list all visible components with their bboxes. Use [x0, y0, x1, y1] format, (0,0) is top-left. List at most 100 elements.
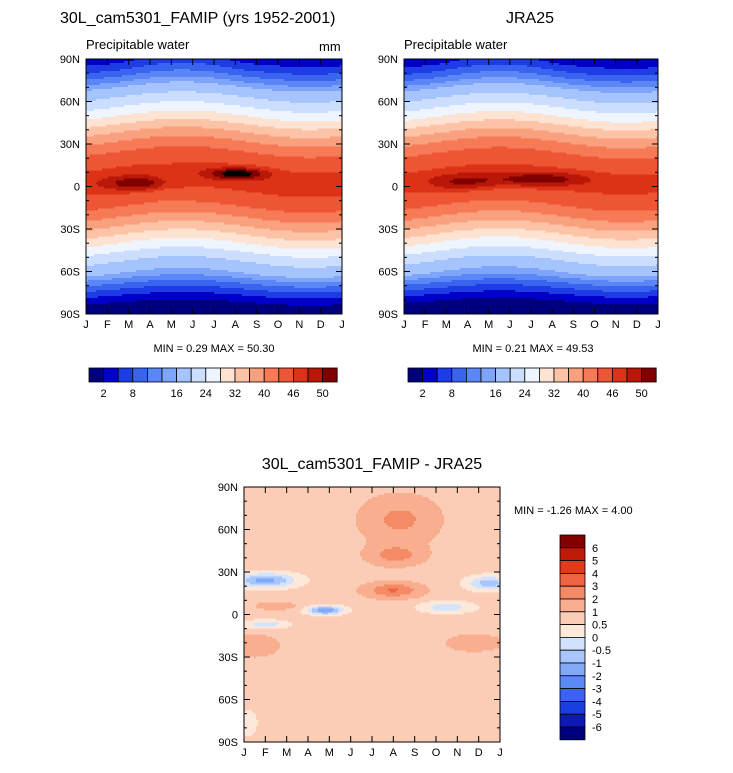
heatmap-cell	[270, 80, 273, 84]
heatmap-cell	[226, 72, 229, 76]
heatmap-cell	[130, 78, 133, 82]
heatmap-cell	[314, 72, 317, 76]
heatmap-cell	[182, 68, 185, 72]
heatmap-cell	[340, 62, 343, 66]
heatmap-cell	[322, 74, 325, 78]
heatmap-cell	[86, 68, 89, 72]
heatmap-cell	[244, 70, 247, 74]
heatmap-cell	[252, 76, 255, 80]
heatmap-cell	[126, 68, 129, 72]
heatmap-cell	[282, 66, 285, 70]
heatmap-cell	[136, 62, 139, 66]
heatmap-cell	[334, 76, 337, 80]
heatmap-cell	[124, 76, 127, 80]
heatmap-cell	[182, 80, 185, 84]
heatmap-cell	[274, 70, 277, 74]
heatmap-cell	[232, 59, 235, 62]
heatmap-cell	[170, 78, 173, 82]
heatmap-cell	[338, 64, 341, 68]
heatmap-cell	[140, 88, 143, 92]
heatmap-cell	[328, 70, 331, 74]
heatmap-cell	[160, 68, 163, 72]
heatmap-cell	[224, 74, 227, 78]
heatmap-cell	[286, 84, 289, 88]
heatmap-cell	[100, 80, 103, 84]
heatmap-cell	[148, 64, 151, 68]
heatmap-cell	[216, 78, 219, 82]
heatmap-cell	[290, 74, 293, 78]
heatmap-cell	[106, 80, 109, 84]
heatmap-cell	[186, 82, 189, 86]
heatmap-cell	[124, 64, 127, 68]
heatmap-cell	[196, 62, 199, 66]
heatmap-cell	[114, 78, 117, 82]
heatmap-cell	[216, 64, 219, 68]
heatmap-cell	[214, 84, 217, 88]
heatmap-cell	[244, 72, 247, 76]
heatmap-cell	[306, 74, 309, 78]
heatmap-cell	[266, 86, 269, 90]
heatmap-cell	[278, 78, 281, 82]
heatmap-cell	[222, 78, 225, 82]
heatmap-cell	[232, 80, 235, 84]
heatmap-cell	[146, 66, 149, 70]
heatmap-cell	[284, 68, 287, 72]
heatmap-cell	[198, 66, 201, 70]
heatmap-cell	[252, 72, 255, 76]
heatmap-cell	[292, 66, 295, 70]
heatmap-cell	[168, 88, 171, 92]
heatmap-cell	[226, 68, 229, 72]
heatmap-cell	[298, 72, 301, 76]
heatmap-cell	[108, 72, 111, 76]
heatmap-cell	[286, 64, 289, 68]
heatmap-cell	[218, 66, 221, 70]
heatmap-cell	[150, 82, 153, 86]
heatmap-cell	[308, 68, 311, 72]
heatmap-cell	[292, 59, 295, 62]
heatmap-cell	[294, 86, 297, 90]
heatmap-cell	[198, 78, 201, 82]
heatmap-cell	[254, 66, 257, 70]
heatmap-cell	[120, 76, 123, 80]
heatmap-cell	[104, 68, 107, 72]
heatmap-cell	[116, 60, 119, 64]
heatmap-cell	[208, 80, 211, 84]
heatmap-cell	[258, 80, 261, 84]
heatmap-cell	[300, 68, 303, 72]
heatmap-cell	[288, 76, 291, 80]
heatmap-cell	[284, 86, 287, 90]
heatmap-cell	[110, 88, 113, 92]
heatmap-cell	[278, 74, 281, 78]
heatmap-cell	[212, 76, 215, 80]
heatmap-cell	[220, 82, 223, 86]
heatmap-cell	[134, 62, 137, 66]
heatmap-cell	[272, 66, 275, 70]
heatmap-cell	[298, 82, 301, 86]
heatmap-cell	[96, 62, 99, 66]
heatmap-cell	[188, 59, 191, 62]
heatmap-cell	[204, 60, 207, 64]
heatmap-cell	[234, 76, 237, 80]
heatmap-cell	[132, 59, 135, 62]
heatmap-cell	[320, 64, 323, 68]
heatmap-cell	[334, 78, 337, 82]
heatmap-cell	[302, 76, 305, 80]
heatmap-cell	[156, 64, 159, 68]
heatmap-cell	[126, 80, 129, 84]
heatmap-cell	[256, 64, 259, 68]
heatmap-cell	[298, 84, 301, 88]
heatmap-cell	[120, 60, 123, 64]
heatmap-cell	[164, 76, 167, 80]
heatmap-cell	[140, 74, 143, 78]
heatmap-cell	[324, 60, 327, 64]
heatmap-cell	[210, 59, 213, 62]
heatmap-cell	[280, 66, 283, 70]
heatmap-cell	[262, 64, 265, 68]
heatmap-cell	[212, 66, 215, 70]
heatmap-cell	[160, 66, 163, 70]
heatmap-cell	[182, 76, 185, 80]
heatmap-cell	[280, 76, 283, 80]
heatmap-cell	[122, 68, 125, 72]
heatmap-cell	[264, 76, 267, 80]
heatmap-cell	[156, 86, 159, 90]
